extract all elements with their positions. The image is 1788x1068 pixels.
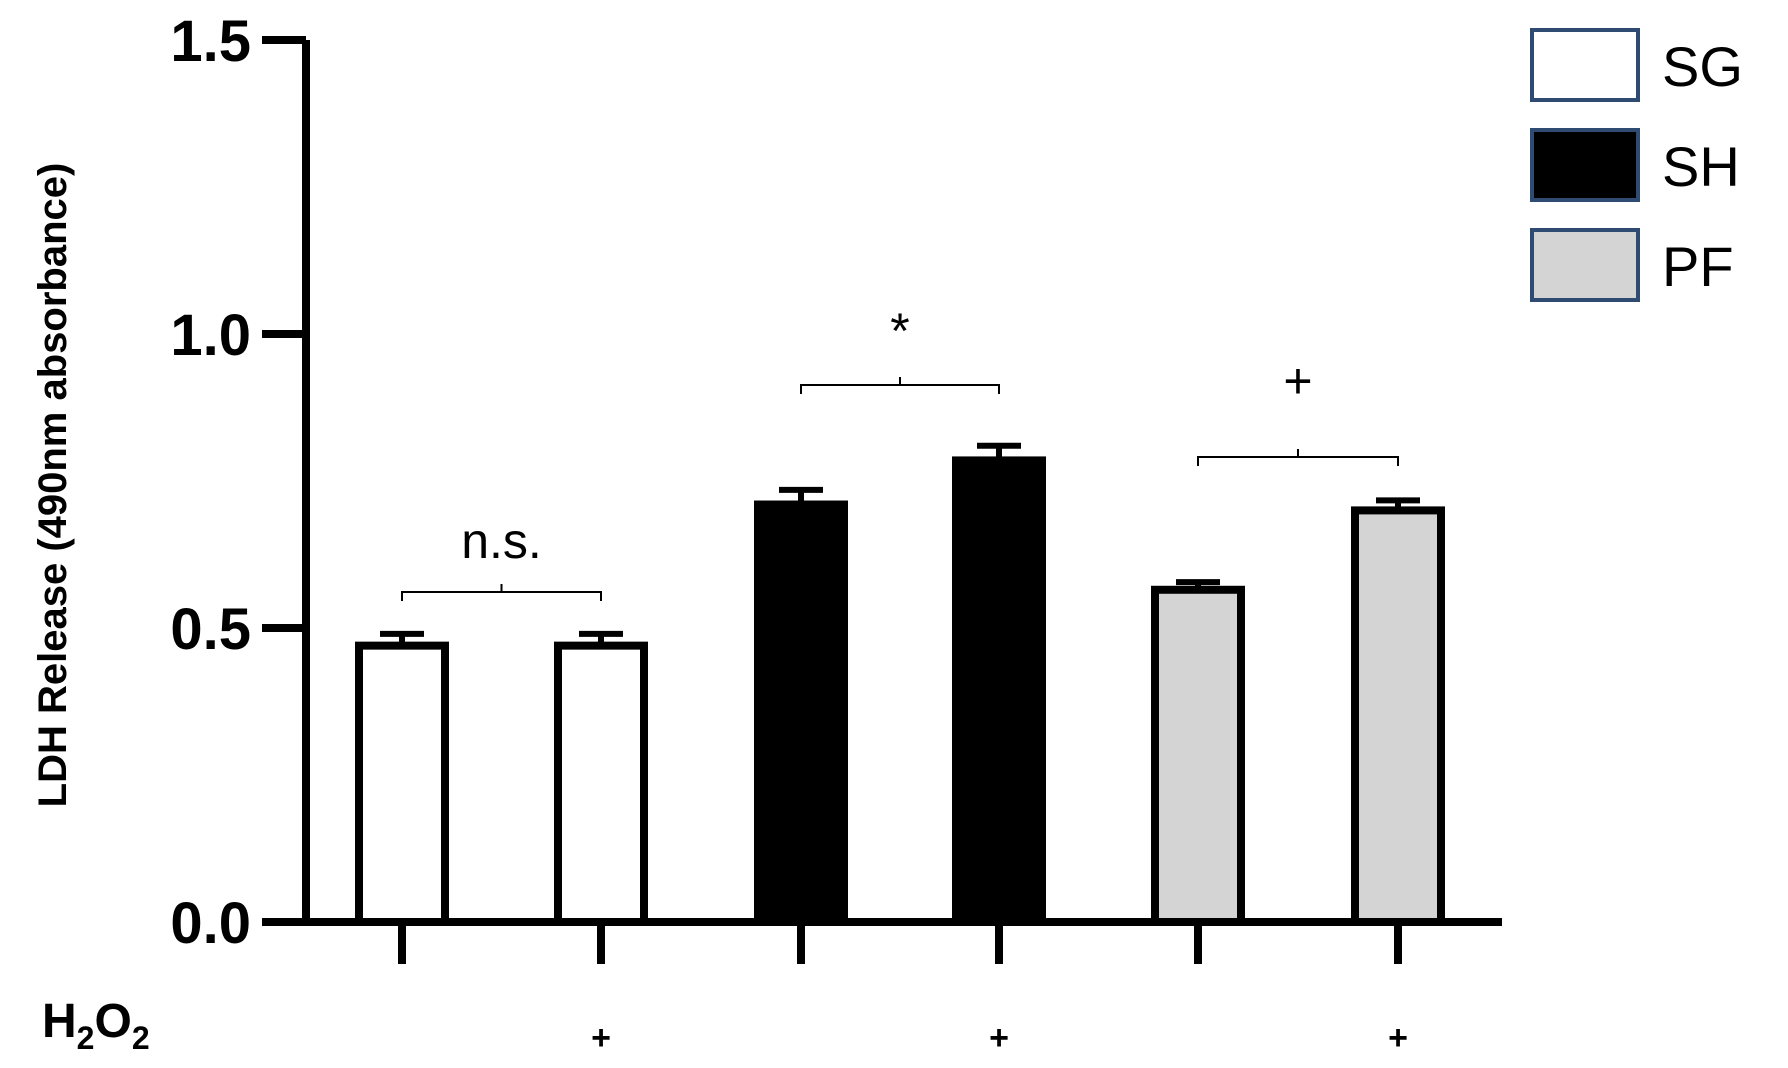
legend-label-sg: SG [1662, 35, 1743, 98]
significance-bracket [800, 377, 1000, 394]
y-tick-label: 0.0 [170, 891, 251, 956]
bars [355, 442, 1445, 927]
x-axis: + + + [262, 918, 1502, 1057]
legend-swatch-sg [1530, 28, 1640, 102]
y-tick-label: 1.5 [170, 9, 251, 74]
legend-label-pf: PF [1662, 235, 1734, 298]
significance-annotations: n.s. * + [401, 303, 1399, 601]
y-axis-label: LDH Release (490nm absorbance) [31, 163, 75, 808]
bar-sg [554, 641, 648, 926]
legend: SG SH PF [1530, 28, 1743, 302]
y-tick-label: 1.0 [170, 303, 251, 368]
y-tick-label: 0.5 [170, 597, 251, 662]
bar-sh [952, 456, 1046, 926]
legend-swatch-sh [1530, 128, 1640, 202]
legend-swatch-pf [1530, 228, 1640, 302]
h2o2-plus-marker: + [1388, 1019, 1408, 1057]
bar-pf [1351, 506, 1445, 926]
significance-label: n.s. [461, 513, 542, 569]
bar-sg [355, 641, 449, 926]
bar-pf [1151, 585, 1245, 927]
legend-label-sh: SH [1662, 135, 1740, 198]
h2o2-plus-marker: + [989, 1019, 1009, 1057]
bar-sh [754, 500, 848, 926]
significance-bracket [1197, 449, 1399, 466]
y-axis: 0.0 0.5 1.0 1.5 [170, 9, 310, 956]
h2o2-plus-marker: + [591, 1019, 611, 1057]
h2o2-label: H2O2 [42, 995, 150, 1056]
significance-label: * [890, 303, 909, 359]
significance-bracket [401, 584, 602, 601]
significance-label: + [1283, 353, 1312, 409]
